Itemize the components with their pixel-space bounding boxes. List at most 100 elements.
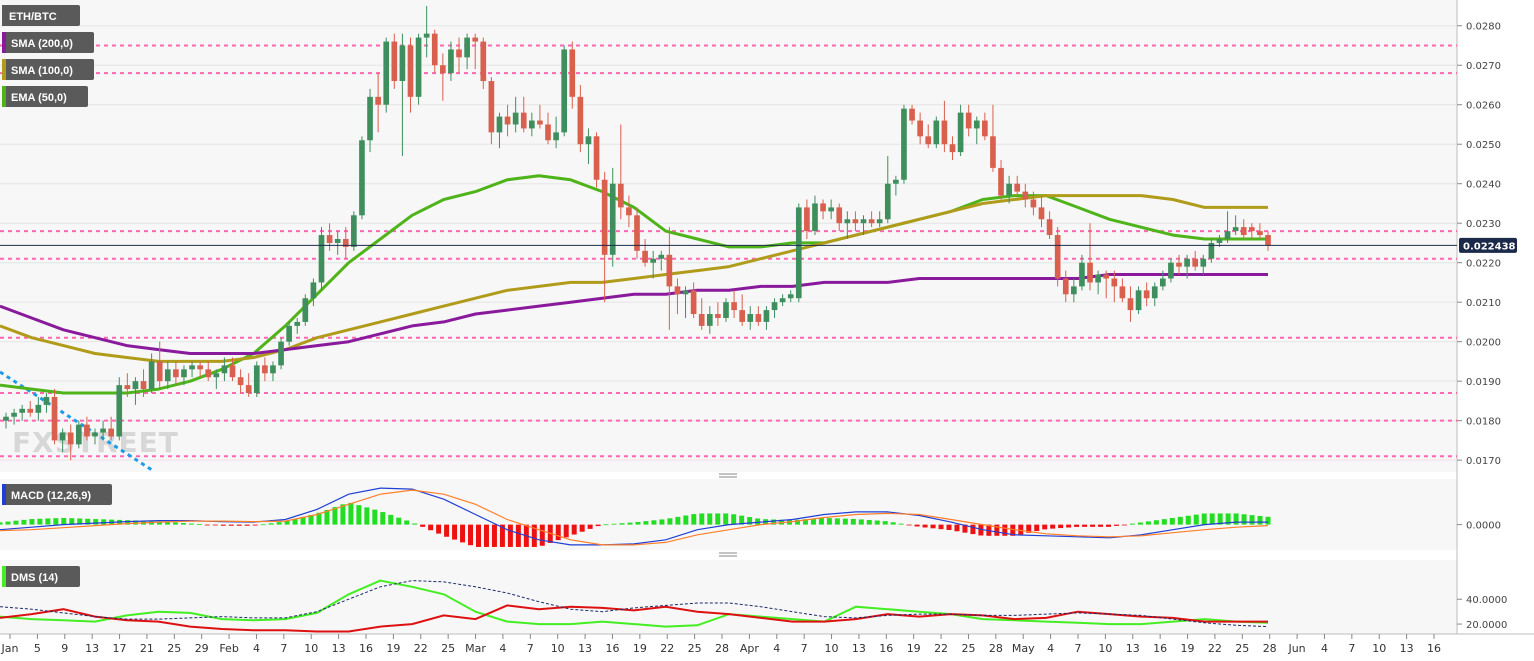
x-tick-label: 22: [660, 642, 674, 655]
ma-series-line: [0, 174, 1268, 395]
macd-histogram-bar: [340, 504, 346, 525]
candle-body: [1160, 278, 1166, 287]
y-tick-label: 0.0250: [1466, 140, 1501, 151]
macd-histogram-bar: [970, 524, 976, 535]
x-tick-label: 17: [113, 642, 127, 655]
macd-histogram-bar: [316, 512, 322, 525]
candle-body: [140, 381, 147, 390]
x-tick-label: 22: [934, 642, 948, 655]
x-tick-label: 10: [1372, 642, 1386, 655]
macd-histogram-bar: [1082, 524, 1088, 527]
x-tick-label: Apr: [740, 642, 760, 655]
x-tick-label: 4: [499, 642, 506, 655]
candle-body: [43, 396, 50, 405]
candle-body: [1062, 278, 1069, 295]
legend[interactable]: ETH/BTC SMA (200,0) SMA (100,0) EMA (50,…: [2, 5, 112, 587]
candle-body: [812, 203, 818, 232]
resize-handle-macd[interactable]: [719, 473, 737, 478]
dms-series-line: [0, 604, 1268, 633]
y-tick-label: 0.0240: [1466, 180, 1501, 191]
candle-body: [19, 408, 26, 413]
candle-body: [423, 33, 430, 38]
macd-histogram-bar: [364, 507, 370, 525]
candle-body: [1151, 286, 1158, 299]
macd-histogram-bar: [930, 524, 936, 529]
x-tick-label: 13: [85, 642, 99, 655]
macd-histogram-bar: [444, 524, 450, 537]
macd-histogram-bar: [1034, 524, 1040, 532]
macd-histogram-bar: [300, 516, 306, 525]
legend-item-ema50[interactable]: EMA (50,0): [2, 86, 88, 107]
macd-histogram-bar: [651, 520, 657, 525]
resize-handle-dms[interactable]: [719, 552, 737, 557]
macd-histogram-bar: [1233, 513, 1239, 525]
candle-body: [553, 132, 559, 141]
macd-histogram-bar: [5, 521, 11, 525]
x-tick-label: 25: [441, 642, 455, 655]
x-tick-label: 19: [633, 642, 647, 655]
candle-body: [27, 408, 34, 413]
candle-body: [173, 369, 179, 378]
macd-histogram-bar: [515, 524, 521, 547]
macd-histogram-bar: [380, 512, 386, 525]
legend-item-macd[interactable]: MACD (12,26,9): [2, 484, 112, 505]
legend-item-sma200[interactable]: SMA (200,0): [2, 32, 94, 53]
ma-series-line: [0, 194, 1268, 363]
macd-histogram-bar: [1209, 513, 1215, 525]
macd-histogram-bar: [818, 518, 824, 525]
macd-histogram-bar: [0, 522, 3, 525]
x-tick-label: 4: [1047, 642, 1054, 655]
candle-body: [197, 365, 203, 370]
legend-label: ETH/BTC: [9, 11, 57, 23]
macd-histogram-bar: [755, 518, 761, 525]
candle-body: [585, 136, 592, 145]
macd-histogram-bar: [898, 523, 904, 525]
x-tick-label: 7: [280, 642, 287, 655]
x-tick-label: Jun: [1287, 642, 1305, 655]
candle-body: [148, 361, 155, 390]
dms-series-line: [0, 580, 1269, 628]
price-panel: [0, 0, 1457, 472]
x-tick-label: 10: [825, 642, 839, 655]
macd-histogram-bar: [675, 516, 681, 525]
candle-body: [35, 404, 42, 413]
candle-body: [569, 49, 576, 97]
y-tick-label: 0.0190: [1466, 377, 1501, 388]
legend-item-sma100[interactable]: SMA (100,0): [2, 59, 94, 80]
macd-histogram-bar: [308, 514, 314, 525]
candle-body: [529, 120, 535, 129]
candle-body: [925, 136, 932, 145]
candle-body: [779, 298, 786, 303]
candle-body: [1095, 274, 1101, 283]
macd-histogram-bar: [37, 518, 43, 525]
candle-body: [342, 239, 349, 247]
macd-histogram-bar: [1257, 515, 1263, 525]
candle-body: [59, 432, 66, 441]
candle-body: [1111, 278, 1118, 287]
macd-histogram-bar: [1058, 524, 1064, 529]
candle-body: [310, 282, 317, 299]
candle-body: [448, 49, 454, 74]
macd-histogram-bar: [739, 515, 745, 525]
macd-histogram-bar: [276, 522, 282, 525]
macd-histogram-bar: [938, 524, 944, 530]
x-tick-label: 19: [1181, 642, 1195, 655]
candle-body: [876, 219, 883, 224]
legend-item-ethbtc[interactable]: ETH/BTC: [2, 5, 80, 26]
candlesticks: [3, 6, 1271, 461]
candle-body: [1127, 298, 1134, 311]
x-tick-label: Feb: [219, 642, 238, 655]
y-tick-label: 0.0210: [1466, 298, 1501, 309]
macd-histogram-bar: [29, 519, 35, 525]
descending-trendline: [0, 370, 153, 472]
y-tick-label: 0.0220: [1466, 259, 1501, 270]
x-tick-label: 25: [961, 642, 975, 655]
candle-body: [1200, 258, 1207, 267]
legend-item-dms[interactable]: DMS (14): [2, 566, 80, 587]
macd-histogram-bar: [539, 524, 545, 546]
macd-histogram-bar: [324, 509, 330, 525]
macd-histogram-bar: [1074, 524, 1080, 527]
macd-histogram-bar: [571, 524, 577, 535]
x-tick-label: 10: [1098, 642, 1112, 655]
